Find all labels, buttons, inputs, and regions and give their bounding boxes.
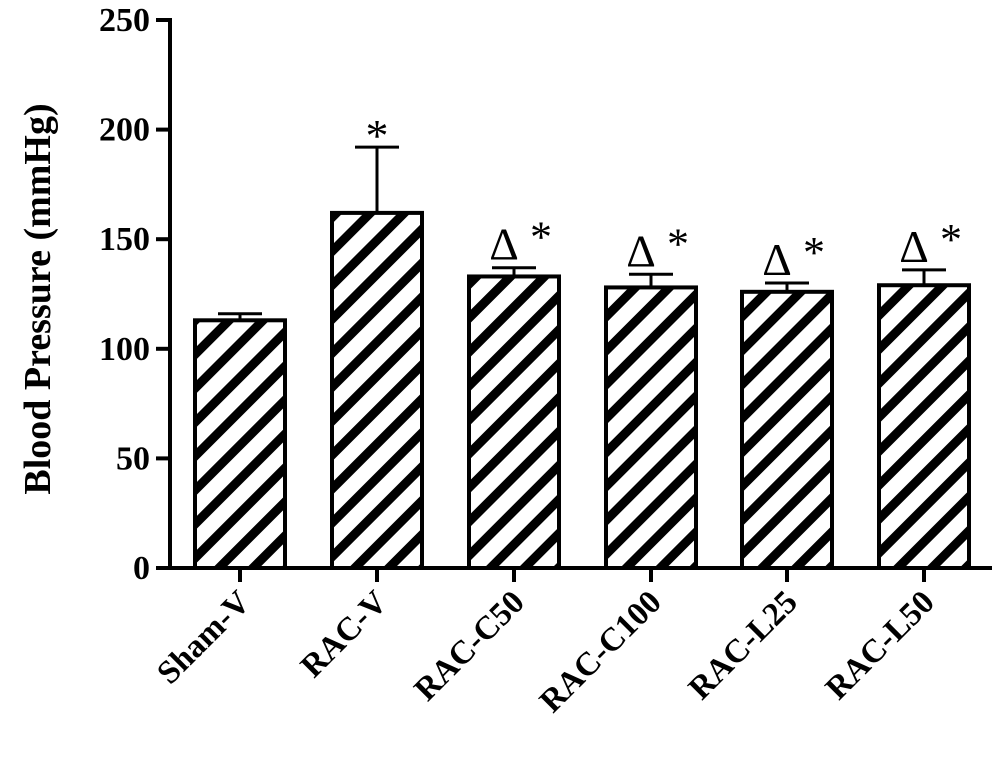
y-axis-title: Blood Pressure (mmHg) (17, 103, 59, 494)
y-tick-label: 200 (99, 112, 150, 149)
x-tick-label: Sham-V (151, 584, 258, 691)
bar (467, 274, 561, 570)
x-tick-label: RAC-V (294, 584, 395, 685)
bar (193, 318, 287, 570)
significance-label: Δ (762, 234, 792, 285)
x-tick-label: RAC-C50 (408, 584, 532, 708)
significance-label: Δ (899, 221, 929, 272)
bar (740, 289, 834, 570)
x-tick-label: RAC-C100 (533, 584, 669, 720)
y-tick-label: 250 (99, 2, 150, 39)
significance-label: * (940, 215, 962, 264)
bar (877, 283, 971, 570)
y-tick-label: 0 (133, 550, 150, 587)
significance-label: * (803, 228, 825, 277)
y-tick-label: 100 (99, 331, 150, 368)
x-tick-label: RAC-L25 (682, 584, 805, 707)
bar (330, 210, 424, 570)
bars: *Δ * Δ * Δ * Δ * (193, 110, 971, 570)
y-tick-label: 150 (99, 221, 150, 258)
bar (604, 285, 698, 570)
significance-label: Δ (489, 219, 519, 270)
x-tick-label: RAC-L50 (819, 584, 942, 707)
significance-label: * (530, 213, 552, 262)
significance-label: Δ (626, 225, 656, 276)
significance-label: * (667, 219, 689, 268)
significance-label: * (366, 110, 389, 161)
y-tick-label: 50 (116, 440, 150, 477)
